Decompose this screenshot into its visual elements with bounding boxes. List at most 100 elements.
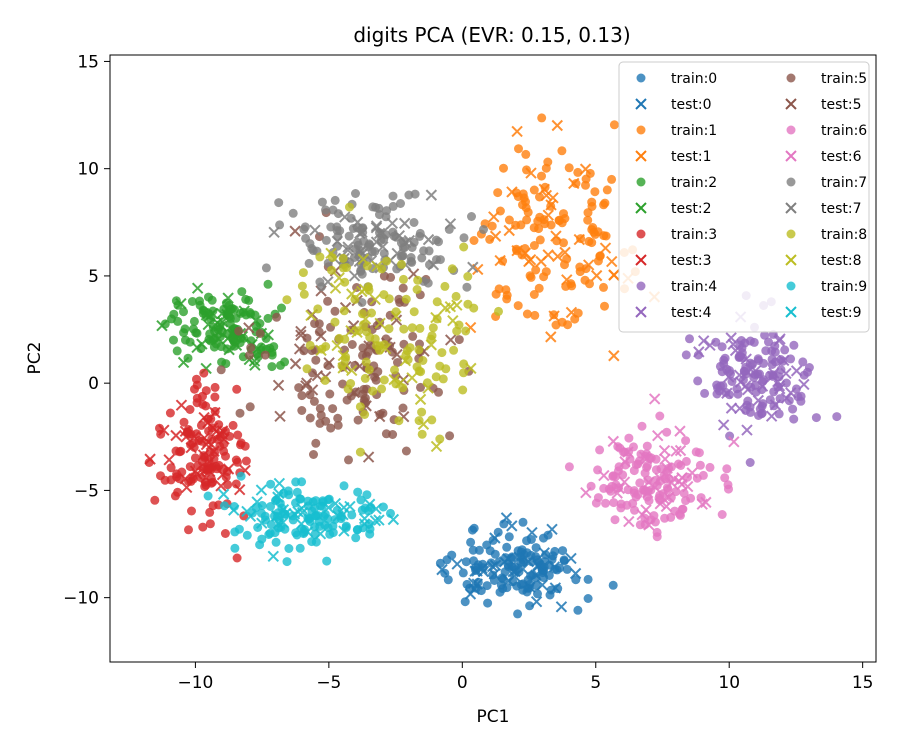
- train-point-6: [628, 498, 638, 508]
- test-point-9: [370, 503, 382, 515]
- test-point-7: [351, 216, 364, 228]
- test-point-1: [550, 230, 562, 242]
- test-point-3: [198, 411, 210, 424]
- train-point-5: [454, 335, 464, 345]
- test-point-1: [524, 254, 537, 266]
- train-point-2: [263, 313, 273, 323]
- train-point-3: [201, 480, 211, 490]
- test-point-9: [329, 497, 342, 510]
- test-point-1: [535, 255, 547, 268]
- train-point-1: [587, 238, 597, 248]
- train-point-8: [382, 256, 392, 266]
- train-point-5: [416, 382, 425, 392]
- test-point-4: [697, 335, 710, 347]
- test-point-2: [238, 305, 250, 317]
- train-point-1: [607, 174, 617, 184]
- legend-label: test:3: [671, 253, 712, 269]
- train-point-5: [325, 389, 335, 399]
- train-point-8: [459, 368, 468, 378]
- test-point-2: [223, 343, 235, 356]
- test-point-8: [325, 247, 337, 260]
- train-point-2: [191, 328, 201, 338]
- test-point-4: [778, 354, 790, 367]
- train-point-7: [261, 263, 271, 273]
- test-point-8: [331, 339, 343, 352]
- train-point-5: [353, 415, 363, 425]
- train-point-6: [601, 498, 610, 508]
- test-point-0: [522, 555, 535, 568]
- test-point-6: [580, 486, 592, 499]
- train-point-7: [424, 246, 434, 256]
- train-point-3: [205, 507, 215, 517]
- test-point-4: [740, 353, 752, 365]
- test-point-6: [674, 444, 687, 457]
- test-point-1: [545, 331, 557, 343]
- train-point-9: [311, 496, 321, 506]
- test-point-1: [511, 244, 523, 257]
- legend-label: test:0: [671, 97, 712, 113]
- train-point-9: [284, 490, 294, 500]
- test-point-1: [540, 189, 553, 202]
- test-point-1: [559, 246, 571, 259]
- test-point-2: [191, 282, 204, 294]
- train-point-1: [521, 149, 531, 159]
- train-point-5: [311, 438, 321, 448]
- train-point-5: [315, 418, 325, 428]
- train-point-9: [242, 530, 252, 540]
- train-point-8: [360, 410, 370, 419]
- train-point-7: [431, 235, 441, 245]
- train-point-1: [599, 231, 609, 241]
- test-point-0: [536, 566, 548, 578]
- train-point-8: [327, 265, 336, 275]
- x-tick-label: 0: [457, 673, 468, 693]
- test-point-2: [213, 326, 225, 338]
- test-point-7: [339, 211, 351, 223]
- test-point-1: [583, 259, 595, 271]
- test-point-0: [548, 561, 561, 573]
- train-point-8: [364, 365, 374, 375]
- test-point-9: [301, 526, 314, 538]
- train-point-7: [304, 258, 314, 268]
- y-tick-label: 15: [77, 52, 99, 72]
- test-point-9: [363, 498, 376, 510]
- train-point-0: [447, 550, 457, 560]
- train-point-0: [460, 597, 470, 607]
- train-point-8: [459, 242, 469, 252]
- train-point-1: [499, 163, 508, 173]
- train-point-5: [305, 413, 315, 423]
- train-point-3: [228, 420, 238, 430]
- test-point-8: [315, 344, 327, 357]
- train-point-5: [394, 294, 404, 304]
- test-point-7: [309, 224, 321, 236]
- test-point-0: [555, 601, 568, 613]
- train-point-8: [431, 372, 441, 382]
- train-point-5: [330, 306, 340, 316]
- test-point-7: [403, 234, 416, 247]
- train-point-7: [348, 224, 358, 233]
- train-point-9: [353, 487, 363, 497]
- test-point-7: [422, 233, 435, 246]
- test-point-6: [642, 476, 655, 489]
- test-point-0: [489, 559, 502, 572]
- train-point-0: [495, 587, 505, 597]
- test-point-7: [370, 220, 383, 232]
- train-point-3: [179, 417, 189, 427]
- train-point-0: [526, 535, 536, 544]
- train-point-3: [232, 384, 242, 394]
- train-point-1: [590, 229, 600, 239]
- train-point-2: [195, 296, 204, 306]
- legend-label: train:8: [821, 227, 867, 243]
- train-point-9: [305, 517, 315, 526]
- test-point-9: [241, 505, 253, 518]
- train-point-5: [216, 365, 226, 375]
- train-point-2: [216, 342, 226, 352]
- test-point-1: [565, 306, 578, 319]
- train-point-1: [498, 256, 508, 266]
- train-point-8: [338, 253, 348, 263]
- train-point-3: [185, 405, 195, 414]
- train-point-5: [246, 343, 256, 353]
- train-point-9: [284, 544, 294, 553]
- train-point-9: [356, 495, 366, 505]
- test-point-2: [200, 309, 213, 321]
- train-point-5: [309, 450, 318, 459]
